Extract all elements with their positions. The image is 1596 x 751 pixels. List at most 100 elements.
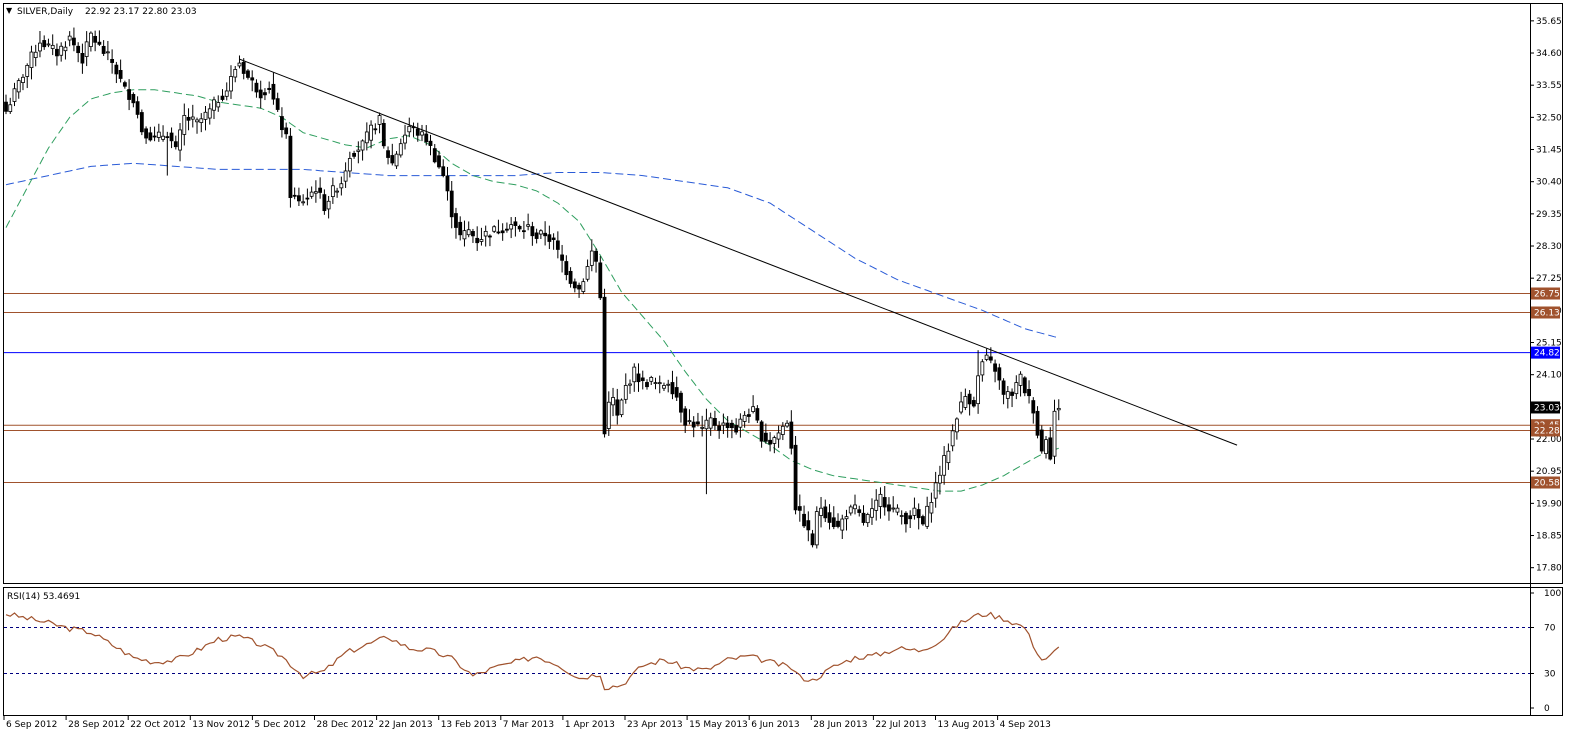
candle — [135, 96, 140, 119]
candle-body — [483, 230, 488, 237]
candle-body — [335, 190, 340, 193]
candle — [645, 379, 649, 390]
candle-body — [139, 112, 144, 133]
candle — [46, 38, 51, 48]
ma-short-line — [5, 89, 1059, 492]
price-tick-label: 30.40 — [1536, 178, 1562, 188]
candle-body — [1001, 380, 1006, 395]
time-tick-label: 22 Oct 2012 — [130, 720, 186, 730]
candle-body — [33, 51, 38, 58]
candle — [530, 221, 535, 246]
candle-body — [555, 240, 560, 250]
candle — [335, 187, 340, 198]
candle-body — [76, 45, 81, 54]
candle — [717, 421, 722, 439]
candle — [229, 65, 233, 99]
price-tick-label: 18.85 — [1536, 532, 1562, 542]
trendline — [239, 58, 1238, 446]
candle — [280, 107, 284, 138]
candle — [895, 504, 900, 516]
candle-body — [882, 497, 887, 508]
candle — [581, 278, 586, 295]
candle — [207, 103, 212, 125]
candle — [16, 78, 21, 99]
candle-body — [704, 419, 709, 430]
candle — [713, 410, 717, 431]
candle — [437, 150, 441, 169]
candle — [263, 88, 267, 101]
candle-body — [1010, 391, 1014, 396]
candle-body — [492, 226, 497, 232]
candle-body — [284, 127, 289, 135]
candle — [284, 122, 289, 139]
candle-body — [12, 88, 17, 102]
candle — [76, 42, 81, 63]
candle — [415, 122, 420, 142]
candle — [725, 416, 730, 438]
candle — [810, 529, 815, 548]
candle — [93, 30, 98, 52]
candle — [1056, 399, 1061, 421]
candle-body — [700, 426, 705, 429]
rsi-tick-label: 70 — [1544, 624, 1556, 634]
candle — [802, 505, 806, 529]
candle — [496, 219, 501, 235]
candle — [29, 45, 34, 80]
candle — [687, 409, 692, 425]
candle-body — [797, 506, 802, 511]
candle-body — [844, 516, 849, 520]
candle — [861, 505, 866, 526]
candle — [55, 43, 59, 66]
candle-body — [645, 382, 649, 388]
candle — [819, 496, 823, 528]
candle — [424, 125, 429, 146]
candle-body — [190, 116, 195, 120]
candle — [292, 187, 297, 200]
candle — [785, 420, 789, 428]
candle — [971, 396, 976, 408]
time-tick-label: 22 Jul 2013 — [875, 720, 926, 730]
candle — [161, 125, 165, 142]
candle — [521, 221, 526, 239]
candle-body — [373, 128, 378, 131]
candle-body — [713, 418, 717, 426]
candle-body — [420, 131, 424, 136]
candle-body — [8, 104, 13, 112]
candle — [1048, 427, 1053, 461]
candle — [458, 216, 463, 241]
candle — [509, 217, 514, 239]
candle-body — [921, 516, 925, 525]
price-tick-label: 32.50 — [1536, 113, 1562, 123]
candles — [4, 27, 1061, 549]
candle-body — [738, 418, 743, 428]
candle — [666, 379, 671, 393]
candle — [899, 510, 904, 525]
candle-body — [250, 77, 255, 81]
candle — [25, 63, 30, 89]
candle-body — [810, 533, 815, 546]
candle-body — [899, 515, 904, 517]
candle — [526, 213, 531, 231]
candle-body — [93, 35, 98, 43]
time-tick-label: 28 Jun 2013 — [813, 720, 867, 730]
candle — [407, 117, 412, 138]
candle-body — [131, 94, 136, 104]
candle — [721, 413, 726, 435]
candle-body — [653, 382, 658, 384]
candle — [683, 406, 688, 434]
candle-body — [195, 119, 199, 123]
candle-body — [942, 455, 947, 476]
candle-body — [437, 155, 441, 168]
time-tick-label: 6 Jun 2013 — [751, 720, 799, 730]
candle — [203, 105, 208, 131]
candle — [67, 31, 72, 47]
candle — [551, 233, 556, 250]
rsi-line — [5, 611, 1060, 691]
candle — [653, 377, 658, 390]
candle — [369, 120, 373, 149]
candle — [853, 494, 857, 515]
candle-body — [258, 89, 263, 99]
candle — [976, 350, 981, 414]
